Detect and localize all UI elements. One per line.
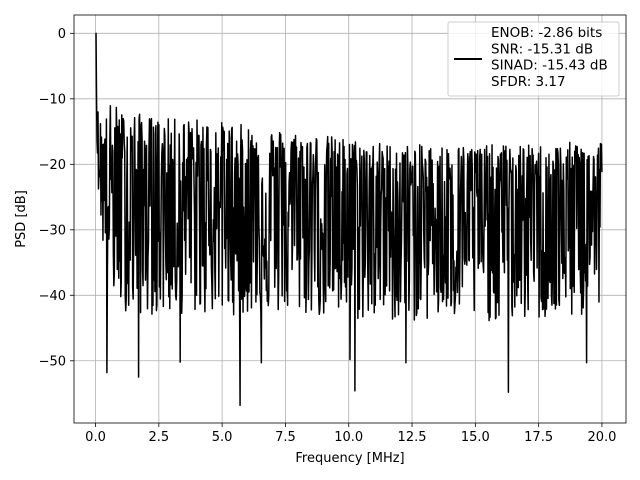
y-tick-label: −40: [39, 289, 66, 304]
legend-entry-sinad: SINAD: -15.43 dB: [491, 58, 608, 74]
x-axis-label: Frequency [MHz]: [295, 451, 404, 466]
psd-series-line: [95, 32, 603, 407]
y-axis: 0 −10 −20 −30 −40 −50: [39, 27, 74, 369]
x-tick-label: 17.5: [524, 430, 553, 445]
x-tick-label: 2.5: [148, 430, 169, 445]
x-tick-label: 0.0: [85, 430, 106, 445]
x-tick-label: 20.0: [587, 430, 616, 445]
x-axis: 0.0 2.5 5.0 7.5 10.0 12.5 15.0 17.5 20.0: [85, 423, 616, 445]
y-tick-label: −50: [39, 354, 66, 369]
legend-entry-sfdr: SFDR: 3.17: [491, 74, 566, 90]
legend-box: [447, 21, 620, 97]
legend: ENOB: -2.86 bits SNR: -15.31 dB SINAD: -…: [447, 21, 620, 97]
x-tick-label: 10.0: [334, 430, 363, 445]
x-tick-label: 15.0: [461, 430, 490, 445]
plot-frame: [73, 14, 627, 424]
series-group: [95, 32, 603, 407]
x-tick-label: 5.0: [212, 430, 233, 445]
x-tick-label: 7.5: [275, 430, 296, 445]
legend-entry-snr: SNR: -15.31 dB: [491, 41, 593, 57]
y-tick-label: −30: [39, 223, 66, 238]
legend-entry-enob: ENOB: -2.86 bits: [491, 25, 602, 41]
y-tick-label: −20: [39, 158, 66, 173]
x-tick-label: 12.5: [398, 430, 427, 445]
y-axis-label: PSD [dB]: [14, 190, 29, 248]
y-tick-label: 0: [58, 27, 66, 42]
y-tick-label: −10: [39, 92, 66, 107]
